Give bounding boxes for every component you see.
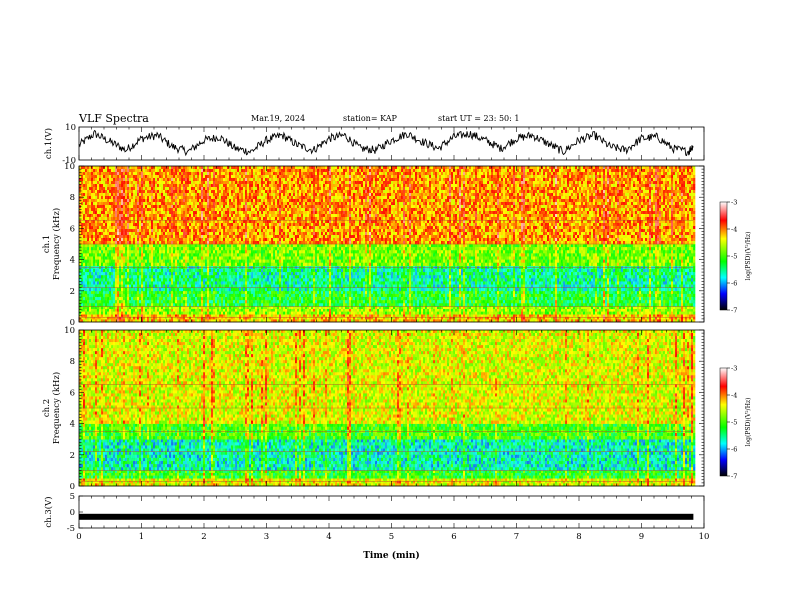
spectrogram-cell	[693, 303, 696, 307]
spectrogram-cell	[693, 300, 696, 304]
spectrogram-cell	[693, 265, 696, 270]
station-label: station= KAP	[343, 114, 397, 123]
start-time-label: start UT = 23: 50: 1	[438, 114, 519, 123]
ch1-signal-line	[78, 129, 694, 157]
spectrogram-cell	[693, 314, 696, 318]
spectrogram-cell	[693, 297, 696, 301]
ch1-waveform-panel: 10 -10 ch.1(V)	[43, 123, 705, 166]
plot-title: VLF Spectra	[79, 112, 149, 125]
spectrogram-cell	[693, 316, 696, 320]
spectrogram-cell	[693, 309, 696, 312]
spectrogram-cell	[693, 319, 696, 323]
spectrogram-cell	[693, 290, 696, 295]
spectrogram-cell	[693, 306, 696, 310]
date-label: Mar.19, 2024	[251, 114, 305, 123]
spectrogram-cell	[693, 268, 696, 273]
spectrogram-cell	[693, 272, 696, 276]
spectrogram-cell	[693, 293, 696, 298]
y-tick-label: -10	[62, 156, 76, 166]
y-axis-label: ch.1(V)	[43, 128, 54, 159]
spectrogram-cell	[693, 275, 696, 279]
y-tick-label: 10	[65, 123, 76, 133]
spectrogram-cell	[693, 311, 696, 315]
